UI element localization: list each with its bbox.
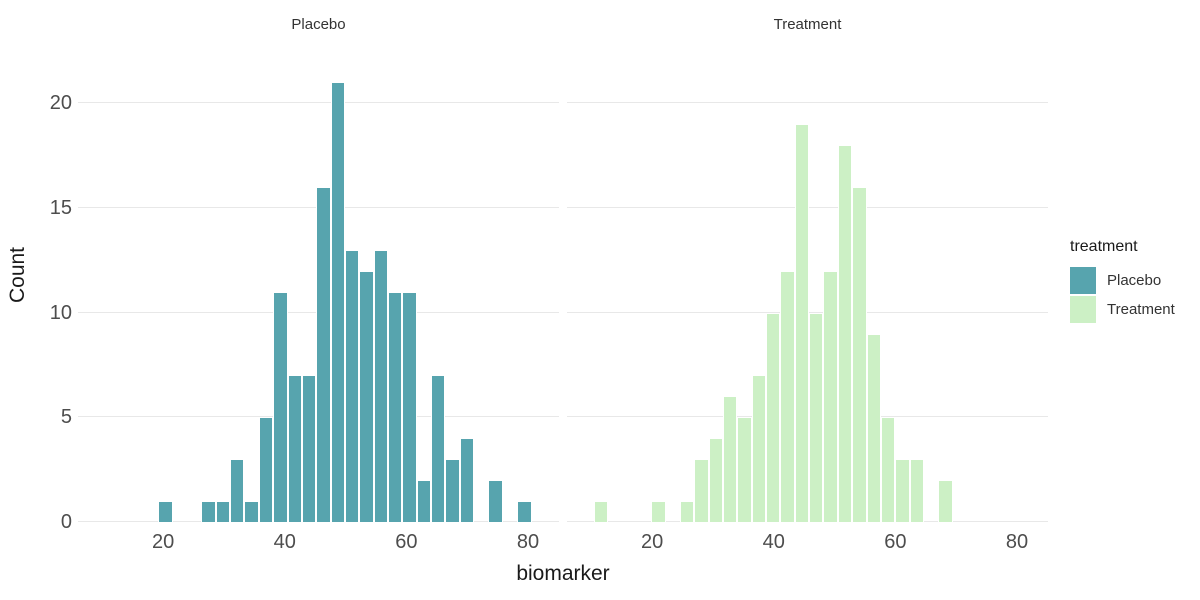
histogram-bar: [708, 438, 724, 522]
y-axis-tick-label: 0: [60, 511, 72, 533]
y-axis-title: Count: [6, 246, 29, 304]
histogram-bar: [158, 501, 173, 522]
histogram-bar: [737, 417, 752, 522]
legend-title: treatment: [1070, 238, 1138, 255]
histogram-bar: [593, 501, 609, 522]
histogram-bar: [780, 270, 795, 522]
legend-swatch-treatment: [1070, 296, 1096, 323]
histogram-bar: [273, 291, 288, 522]
y-axis-tick-label: 5: [60, 406, 72, 429]
histogram-bar: [517, 501, 532, 522]
histogram-bar: [679, 501, 695, 522]
histogram-bar: [287, 375, 302, 522]
x-axis-title: biomarker: [516, 562, 610, 585]
histogram-bar: [359, 270, 374, 522]
y-axis-tick-label: 15: [49, 196, 72, 219]
histogram-bar: [895, 459, 910, 522]
x-axis-tick-label: 80: [1005, 531, 1029, 553]
x-axis-tick-label: 40: [273, 531, 296, 553]
panel-placebo: [78, 57, 559, 522]
y-axis-tick-label: 10: [49, 301, 72, 324]
histogram-bar: [215, 501, 231, 522]
histogram-bar: [244, 501, 259, 522]
histogram-bar: [431, 375, 446, 522]
histogram-bar: [651, 501, 666, 522]
histogram-bar: [416, 480, 432, 522]
legend-label-placebo: Placebo: [1107, 272, 1162, 289]
histogram-bar: [823, 270, 838, 522]
x-axis-tick-label: 20: [152, 531, 175, 553]
histogram-bar: [301, 375, 317, 522]
facet-strip-title-treatment: Treatment: [773, 16, 842, 33]
histogram-bar: [230, 459, 245, 522]
histogram-bar: [866, 333, 881, 522]
histogram-bar: [751, 375, 767, 522]
gridline-y-20: [567, 102, 1048, 104]
histogram-bar: [809, 312, 824, 522]
histogram-bar: [330, 82, 345, 522]
gridline-y-20: [78, 102, 559, 104]
histogram-bar: [201, 501, 216, 522]
x-axis-tick-label: 80: [516, 531, 540, 553]
histogram-bar: [837, 144, 853, 522]
legend-item-treatment: Treatment: [1070, 296, 1198, 323]
x-axis-tick-label: 20: [641, 531, 664, 553]
x-axis-tick-label: 60: [395, 531, 418, 553]
legend: treatment Placebo Treatment: [1070, 238, 1198, 325]
histogram-bar: [852, 186, 867, 522]
histogram-bar: [316, 186, 331, 522]
histogram-bar: [373, 249, 388, 522]
histogram-bar: [344, 249, 360, 522]
legend-item-placebo: Placebo: [1070, 267, 1198, 294]
histogram-bar: [694, 459, 709, 522]
facet-strip-title-placebo: Placebo: [291, 16, 346, 33]
y-axis-tick-label: 20: [49, 92, 72, 115]
histogram-bar: [402, 291, 417, 522]
legend-swatch-placebo: [1070, 267, 1096, 294]
legend-label-treatment: Treatment: [1107, 301, 1175, 318]
x-axis-tick-label: 60: [884, 531, 907, 553]
panel-treatment: [567, 57, 1048, 522]
histogram-bar: [445, 459, 460, 522]
x-axis-tick-label: 40: [762, 531, 785, 553]
histogram-bar: [909, 459, 924, 522]
histogram-bar: [938, 480, 953, 522]
histogram-bar: [880, 417, 896, 522]
histogram-bar: [388, 291, 403, 522]
histogram-bar: [766, 312, 781, 522]
histogram-bar: [723, 396, 738, 522]
histogram-bar: [488, 480, 503, 522]
histogram-bar: [794, 124, 810, 522]
histogram-bar: [258, 417, 274, 522]
histogram-bar: [459, 438, 475, 522]
